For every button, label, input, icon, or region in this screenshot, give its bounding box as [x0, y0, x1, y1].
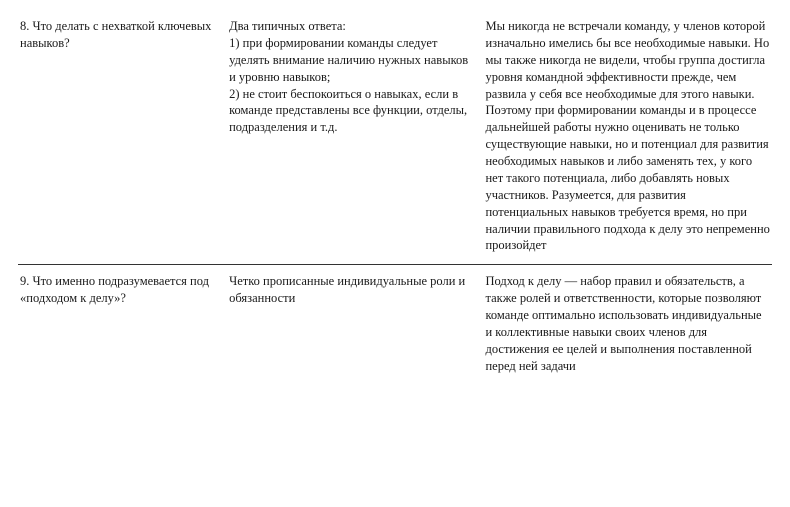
typical-answer-cell: Четко прописанные индивидуальные роли и … [229, 265, 485, 385]
typical-intro: Четко прописанные индивидуальные роли и … [229, 273, 475, 307]
table-row: 8. Что делать с нехваткой ключевых навык… [18, 10, 772, 265]
comment-text: Мы никогда не встречали команду, у члено… [485, 19, 769, 252]
comment-cell: Подход к делу — набор правил и обязатель… [485, 265, 772, 385]
question-cell: 9. Что именно подразумевается под «подхо… [18, 265, 229, 385]
typical-item-1: 1) при формировании команды следует удел… [229, 35, 475, 86]
typical-intro: Два типичных ответа: [229, 18, 475, 35]
comment-cell: Мы никогда не встречали команду, у члено… [485, 10, 772, 265]
question-text: 9. Что именно подразумевается под «подхо… [20, 274, 209, 305]
comment-text: Подход к делу — набор правил и обязатель… [485, 274, 761, 372]
typical-answer-cell: Два типичных ответа: 1) при формировании… [229, 10, 485, 265]
question-cell: 8. Что делать с нехваткой ключевых навык… [18, 10, 229, 265]
table-row: 9. Что именно подразумевается под «подхо… [18, 265, 772, 385]
table-container: 8. Что делать с нехваткой ключевых навык… [0, 0, 790, 395]
typical-item-2: 2) не стоит беспокоиться о навыках, если… [229, 86, 475, 137]
qa-table: 8. Что делать с нехваткой ключевых навык… [18, 10, 772, 385]
question-text: 8. Что делать с нехваткой ключевых навык… [20, 19, 211, 50]
